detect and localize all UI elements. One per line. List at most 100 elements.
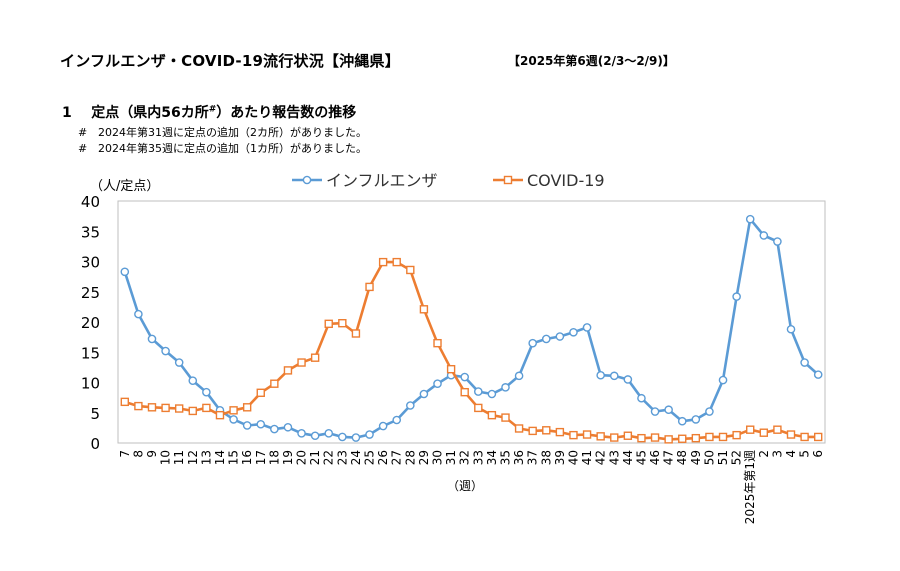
data-point (814, 432, 823, 442)
x-tick-label: 44 (621, 450, 635, 465)
data-point (473, 387, 483, 396)
y-tick-label: 35 (81, 223, 100, 241)
y-tick-label: 15 (81, 344, 100, 362)
x-tick-label: 27 (390, 450, 404, 465)
y-tick-label: 5 (90, 405, 100, 423)
data-point (705, 407, 714, 416)
x-tick-label: 41 (580, 450, 594, 465)
x-tick-label: 10 (159, 450, 173, 465)
x-tick-label: 23 (335, 450, 349, 465)
x-tick-label: 34 (485, 450, 499, 465)
section-heading-rest: ）あたり報告数の推移 (216, 105, 357, 121)
x-tick-label: 12 (186, 450, 200, 465)
x-tick-label: 18 (267, 450, 281, 465)
x-tick-label: 6 (811, 450, 825, 458)
data-point (609, 371, 619, 381)
x-tick-label: 38 (539, 450, 553, 465)
data-point (256, 388, 265, 397)
data-point (297, 429, 306, 438)
data-point (365, 430, 374, 439)
x-tick-label: 48 (675, 450, 689, 465)
legend-label: インフルエンザ (326, 171, 438, 190)
note-mark: # (78, 126, 88, 139)
data-point (786, 324, 796, 334)
x-tick-label: 52 (730, 450, 744, 465)
data-point (324, 429, 334, 438)
x-tick-label: 39 (553, 450, 567, 465)
data-point (514, 371, 524, 381)
data-point (664, 405, 673, 415)
x-tick-label: 51 (716, 450, 730, 465)
x-tick-label: 24 (349, 450, 363, 465)
x-tick-label: 25 (363, 450, 377, 465)
data-point (582, 430, 592, 439)
data-point (270, 379, 279, 388)
data-point (161, 346, 170, 356)
data-point (555, 332, 565, 341)
data-point (773, 237, 782, 246)
data-point (541, 334, 551, 344)
note-mark: # (78, 142, 88, 155)
x-tick-label: 2 (757, 450, 771, 458)
data-point (147, 403, 157, 412)
data-point (202, 403, 211, 413)
data-point (378, 421, 388, 431)
section-heading: 1 定点（県内56カ所#）あたり報告数の推移 (62, 102, 356, 122)
data-point (392, 415, 402, 425)
legend-marker (503, 175, 513, 185)
data-point (746, 425, 755, 434)
x-tick-label: 49 (689, 450, 703, 465)
data-point (542, 426, 551, 435)
data-point (392, 257, 401, 267)
x-tick-label: 36 (512, 450, 526, 465)
x-tick-label: 3 (770, 450, 784, 458)
series-layer (120, 214, 823, 444)
x-tick-label: 13 (199, 450, 213, 465)
y-tick-label: 40 (81, 193, 100, 211)
data-point (419, 305, 429, 314)
data-point (745, 214, 755, 224)
x-tick-label: 47 (662, 450, 676, 465)
data-point (664, 435, 673, 444)
x-tick-label: 7 (118, 450, 132, 458)
x-tick-label: 35 (498, 450, 512, 465)
note-1: #2024年第31週に定点の追加（2カ所）がありました。 (78, 125, 367, 141)
section-heading-main: 定点（県内56カ所 (91, 105, 209, 121)
data-point (487, 410, 497, 420)
data-point (610, 433, 619, 442)
data-point (487, 389, 497, 399)
series-line-1 (123, 217, 820, 439)
data-point (174, 358, 184, 367)
data-point (501, 383, 510, 392)
data-point (229, 415, 238, 424)
data-point (691, 433, 701, 443)
y-tick-label: 30 (81, 254, 100, 272)
x-tick-label: 28 (403, 450, 417, 465)
note-2: #2024年第35週に定点の追加（1カ所）がありました。 (78, 141, 367, 157)
data-point (705, 432, 714, 442)
data-point (338, 432, 347, 442)
data-point (718, 375, 728, 385)
note-text: 2024年第35週に定点の追加（1カ所）がありました。 (98, 142, 367, 155)
data-point (419, 389, 429, 399)
data-point (623, 431, 633, 440)
data-point (474, 403, 483, 413)
note-text: 2024年第31週に定点の追加（2カ所）がありました。 (98, 126, 367, 139)
data-point (514, 424, 524, 433)
data-point (718, 432, 728, 442)
data-point (351, 433, 361, 442)
data-point (297, 358, 306, 367)
data-point (800, 358, 809, 367)
data-point (528, 338, 537, 348)
data-point (120, 267, 130, 277)
data-point (596, 432, 605, 441)
x-tick-label: 16 (240, 450, 254, 465)
x-tick-label: 20 (295, 450, 309, 465)
x-tick-label: 29 (417, 450, 431, 465)
x-tick-label: 5 (798, 450, 812, 458)
data-point (596, 370, 605, 380)
data-point (120, 397, 129, 407)
x-tick-label: 40 (566, 450, 580, 465)
data-point (759, 231, 769, 240)
